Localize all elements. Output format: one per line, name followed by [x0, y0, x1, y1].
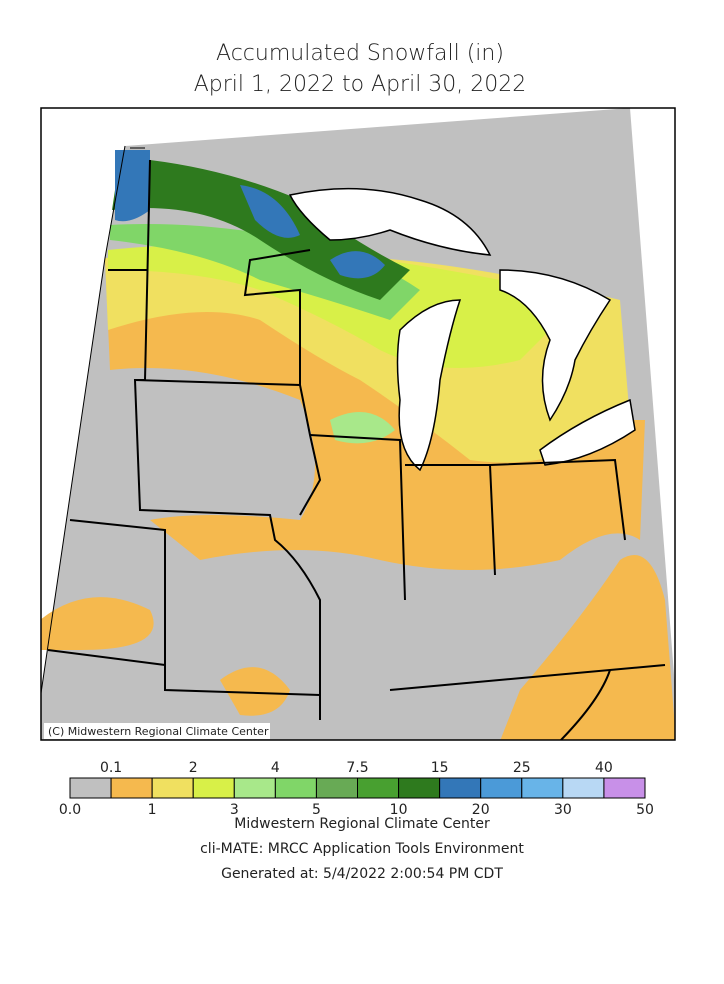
snow-region — [41, 597, 154, 650]
legend-swatch — [274, 777, 317, 799]
lake-huron — [499, 269, 612, 422]
legend-label: 1 — [148, 802, 157, 818]
legend-swatch — [398, 777, 441, 799]
snow-region — [115, 150, 150, 222]
snow-region — [500, 555, 675, 740]
state-borders — [47, 159, 666, 740]
legend-label: 7.5 — [346, 760, 368, 776]
footer-line: Midwestern Regional Climate Center — [234, 816, 490, 832]
legend-label: 20 — [472, 802, 490, 818]
snow-region — [330, 251, 385, 279]
legend-swatch — [233, 777, 276, 799]
legend-label: 5 — [312, 802, 321, 818]
legend-swatch — [151, 777, 194, 799]
legend-swatch — [603, 777, 646, 799]
credit-box — [44, 723, 270, 739]
legend-label: 4 — [271, 760, 280, 776]
legend-label: 2 — [189, 760, 198, 776]
lake-erie — [539, 398, 636, 466]
map-credit: (C) Midwestern Regional Climate Center — [48, 725, 269, 738]
title-line: Accumulated Snowfall (in) — [216, 41, 504, 66]
snow-region — [240, 185, 300, 238]
map-frame — [40, 107, 676, 741]
legend-label: 50 — [636, 802, 654, 818]
legend-swatch — [110, 777, 153, 799]
legend-label: 15 — [431, 760, 449, 776]
legend-label: 10 — [390, 802, 408, 818]
legend-swatch — [439, 777, 482, 799]
map-edge — [41, 145, 145, 697]
legend-label: 0.0 — [59, 802, 81, 818]
snow-region — [220, 667, 290, 716]
legend-label: 3 — [230, 802, 239, 818]
title-line: April 1, 2022 to April 30, 2022 — [194, 72, 527, 97]
legend: 0.0 0.1 1 2 3 4 5 7.5 10 15 20 25 30 40 50 — [59, 760, 654, 818]
footer-line: cli-MATE: MRCC Application Tools Environ… — [200, 841, 524, 857]
legend-label: 25 — [513, 760, 531, 776]
lake-michigan — [396, 299, 462, 472]
legend-swatch — [69, 777, 112, 799]
snow-region — [110, 224, 420, 320]
lake-superior — [288, 187, 492, 256]
legend-swatch — [521, 777, 564, 799]
snow-region — [105, 258, 645, 570]
footer-line: Generated at: 5/4/2022 2:00:54 PM CDT — [221, 866, 503, 882]
legend-swatch — [192, 777, 235, 799]
legend-swatch — [480, 777, 523, 799]
map: (C) Midwestern Regional Climate Center — [40, 107, 676, 741]
legend-label: 0.1 — [100, 760, 122, 776]
snow-region — [330, 412, 395, 444]
legend-label: 40 — [595, 760, 613, 776]
legend-swatch — [562, 777, 605, 799]
legend-label: 30 — [554, 802, 572, 818]
legend-swatch — [357, 777, 400, 799]
legend-swatch — [315, 777, 358, 799]
